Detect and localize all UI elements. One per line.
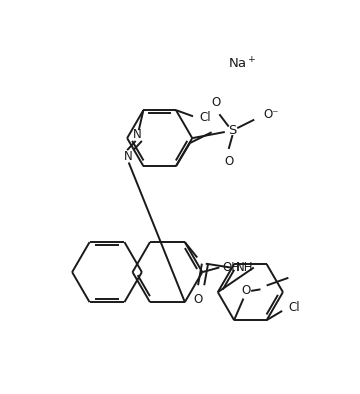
Text: O: O <box>193 294 203 307</box>
Text: N: N <box>124 150 133 163</box>
Text: O: O <box>242 284 251 297</box>
Text: N: N <box>133 128 141 141</box>
Text: OH: OH <box>223 261 241 274</box>
Text: Cl: Cl <box>199 111 211 124</box>
Text: Na$^+$: Na$^+$ <box>228 57 257 72</box>
Text: NH: NH <box>236 261 253 274</box>
Text: O: O <box>211 96 220 109</box>
Text: O: O <box>224 155 233 168</box>
Text: Cl: Cl <box>289 301 300 314</box>
Text: S: S <box>228 124 237 137</box>
Text: O⁻: O⁻ <box>264 108 279 121</box>
